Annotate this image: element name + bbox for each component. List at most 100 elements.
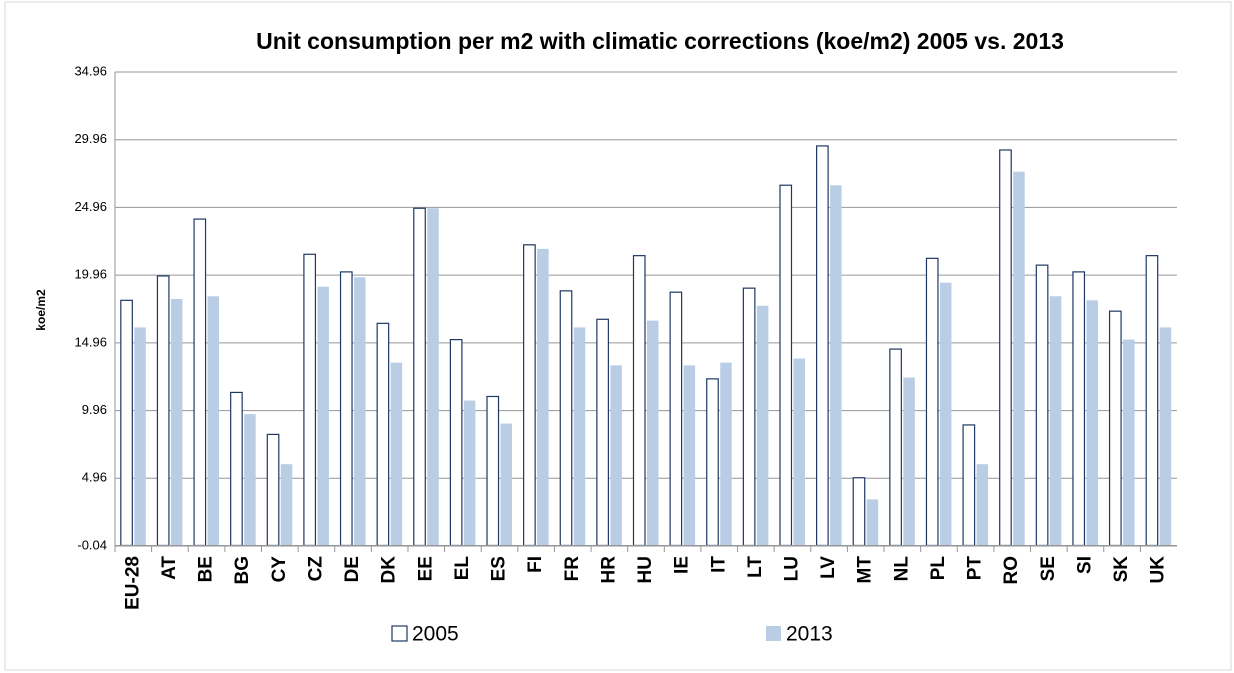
x-tick-label: LV — [818, 556, 839, 579]
bar — [647, 320, 659, 546]
legend-label: 2013 — [786, 623, 833, 646]
bar — [976, 464, 989, 546]
bar — [339, 271, 353, 547]
bar — [962, 424, 976, 547]
legend-swatch — [391, 625, 408, 642]
x-tick-label: SK — [1111, 556, 1132, 583]
x-tick-label: RO — [1001, 556, 1022, 585]
bar — [793, 358, 805, 546]
y-tick-label: 24.96 — [74, 199, 107, 214]
x-tick-label: LU — [781, 556, 802, 581]
x-tick-label: IT — [708, 556, 729, 573]
bar — [170, 298, 183, 546]
bar — [866, 499, 879, 546]
x-tick-label: FI — [525, 556, 546, 573]
bar — [852, 477, 866, 547]
y-tick-label: 9.96 — [82, 402, 107, 417]
bar — [376, 322, 390, 547]
bar — [427, 208, 439, 546]
bar — [317, 286, 329, 546]
legend-label: 2005 — [412, 623, 459, 646]
bar — [486, 395, 500, 547]
x-tick-label: CY — [269, 556, 290, 583]
x-tick-label: ES — [489, 556, 510, 581]
x-tick-label: DE — [342, 556, 363, 582]
legend-swatch — [766, 626, 781, 641]
bar — [999, 149, 1012, 547]
x-tick-label: EU-28 — [122, 556, 143, 610]
bar — [925, 257, 939, 547]
bar — [1145, 255, 1159, 547]
bar — [1013, 171, 1025, 546]
x-tick-label: BG — [232, 556, 253, 585]
bar — [830, 185, 842, 546]
y-tick-label: -0.04 — [77, 537, 107, 552]
x-tick-label: CZ — [305, 556, 326, 582]
bar — [413, 207, 426, 547]
bar — [720, 362, 732, 546]
x-tick-label: BE — [196, 556, 217, 582]
bar — [559, 290, 573, 547]
bar — [1123, 339, 1135, 546]
x-tick-label: FR — [562, 556, 583, 582]
bar — [610, 365, 622, 546]
y-tick-label: 19.96 — [74, 267, 107, 282]
chart-frame — [4, 1, 1232, 671]
y-tick-label: 4.96 — [82, 470, 107, 485]
x-tick-label: SI — [1074, 556, 1095, 574]
y-tick-label: 29.96 — [74, 131, 107, 146]
bar — [156, 275, 170, 547]
bar — [207, 296, 220, 546]
bar — [449, 339, 463, 547]
bar — [889, 348, 902, 547]
bar — [537, 248, 549, 546]
bar — [1086, 300, 1098, 546]
x-tick-label: IE — [672, 556, 693, 574]
bar — [669, 291, 683, 547]
x-tick-label: PT — [965, 556, 986, 581]
bar — [500, 423, 513, 546]
bar — [779, 184, 793, 547]
bar — [1159, 327, 1172, 546]
bar — [742, 287, 756, 547]
bar — [303, 253, 317, 547]
bar — [1049, 296, 1062, 546]
x-tick-label: NL — [891, 556, 912, 582]
x-tick-label: SE — [1038, 556, 1059, 581]
bar — [193, 218, 207, 547]
bar — [266, 433, 280, 547]
x-tick-label: UK — [1148, 556, 1169, 584]
bar — [134, 327, 146, 546]
bar — [120, 299, 133, 547]
chart-title: Unit consumption per m2 with climatic co… — [256, 28, 1064, 54]
x-tick-label: LT — [745, 556, 766, 578]
x-tick-label: EE — [415, 556, 436, 581]
bar — [280, 464, 293, 546]
bar — [1035, 264, 1049, 547]
y-tick-label: 34.96 — [74, 63, 107, 78]
y-tick-label: 14.96 — [74, 334, 107, 349]
bar — [354, 277, 366, 546]
x-tick-label: MT — [855, 556, 876, 584]
bar — [596, 318, 609, 547]
x-tick-label: AT — [159, 556, 180, 580]
x-tick-label: HU — [635, 556, 656, 583]
bar — [683, 365, 696, 546]
x-tick-label: EL — [452, 556, 473, 581]
bar — [706, 378, 719, 547]
bar — [523, 244, 536, 547]
bar — [1072, 271, 1086, 547]
bar — [632, 255, 646, 547]
bar — [939, 282, 952, 546]
x-tick-label: DK — [379, 556, 400, 584]
bar — [756, 305, 769, 546]
bar — [463, 400, 476, 546]
x-tick-label: PL — [928, 556, 949, 581]
y-axis-label: koe/m2 — [34, 289, 48, 331]
x-tick-label: HR — [598, 556, 619, 584]
bar — [244, 414, 256, 546]
bar — [903, 377, 915, 546]
bar — [573, 327, 586, 546]
bar — [230, 391, 243, 547]
